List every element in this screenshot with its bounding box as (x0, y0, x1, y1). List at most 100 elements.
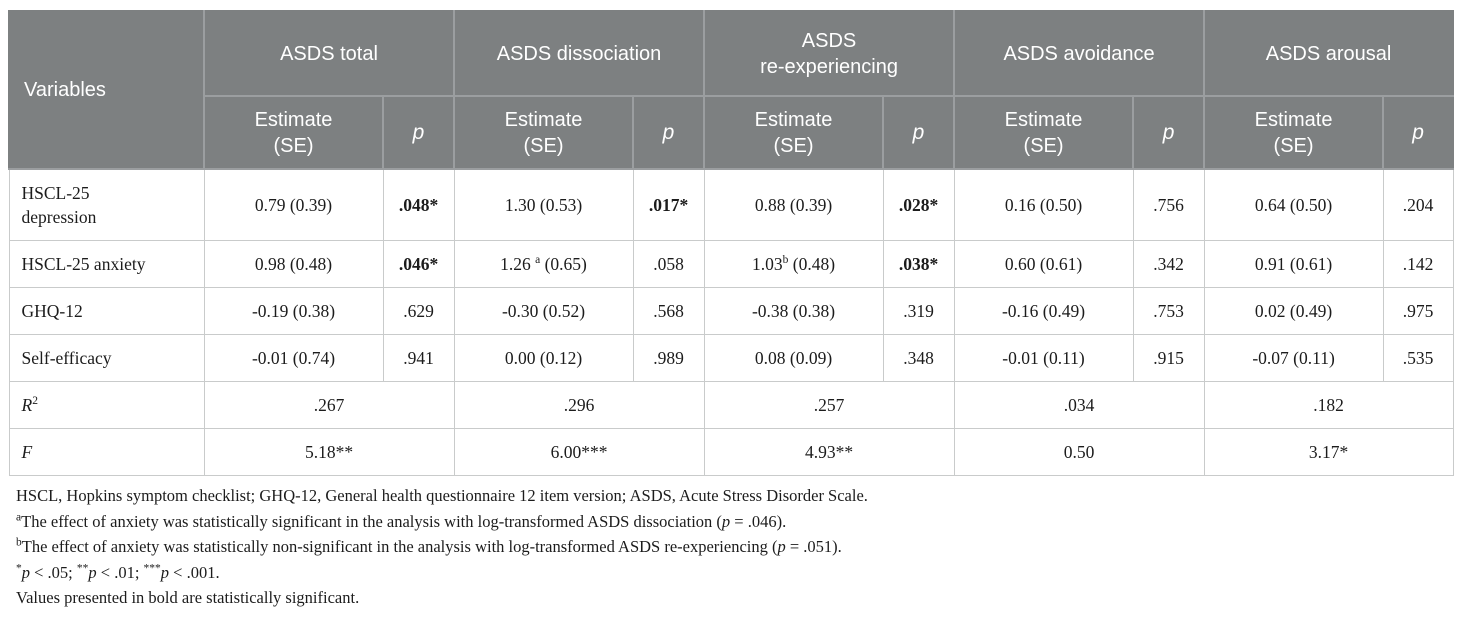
text-segment: (0.48) (788, 254, 836, 274)
regression-results-table: Variables ASDS total ASDS dissociation A… (8, 10, 1455, 476)
text-segment: -0.01 (0.11) (1002, 348, 1085, 368)
footnote-line: HSCL, Hopkins symptom checklist; GHQ-12,… (16, 483, 1444, 509)
variable-cell: HSCL-25 anxiety (8, 240, 205, 288)
text-segment: 0.88 (0.39) (754, 195, 833, 215)
p-value-cell: .756 (1132, 168, 1205, 241)
summary-label: F (21, 442, 33, 462)
text-segment: 0.02 (0.49) (1254, 301, 1333, 321)
summary-value-cell: 4.93** (703, 428, 955, 476)
p-value-cell: .058 (632, 240, 705, 288)
text-segment: 1.03 (752, 254, 783, 274)
group-header-asds-dissociation: ASDS dissociation (453, 10, 706, 97)
summary-value-cell: .034 (953, 381, 1205, 429)
text-segment: 0.64 (0.50) (1254, 195, 1333, 215)
text-segment: 0.91 (0.61) (1254, 254, 1333, 274)
estimate-se-header: Estimate (SE) (203, 95, 384, 170)
header-sub-row: Estimate (SE) p Estimate (SE) p Estimate… (9, 95, 1455, 170)
p-header: p (1132, 95, 1206, 170)
superscript-marker: ** (76, 562, 89, 574)
footnote-line: aThe effect of anxiety was statistically… (16, 509, 1444, 535)
text-segment: < .01; (96, 562, 144, 582)
summary-value-cell: 0.50 (953, 428, 1205, 476)
text-segment: 0.79 (0.39) (254, 195, 333, 215)
header-group-row: Variables ASDS total ASDS dissociation A… (8, 10, 1455, 170)
summary-label-cell: F (8, 428, 205, 476)
footnote-line: Values presented in bold are statistical… (16, 585, 1444, 611)
text-segment: 0.16 (0.50) (1004, 195, 1083, 215)
estimate-se-header: Estimate (SE) (703, 95, 885, 170)
superscript-marker: b (782, 254, 789, 267)
superscript-marker: 2 (32, 395, 38, 408)
text-segment: 0.08 (0.09) (754, 348, 833, 368)
summary-value-cell: .182 (1203, 381, 1454, 429)
footnote-line: *p < .05; **p < .01; ***p < .001. (16, 560, 1444, 586)
summary-value-cell: .257 (703, 381, 955, 429)
text-segment: 1.30 (0.53) (504, 195, 583, 215)
text-segment: = .051). (785, 537, 842, 556)
estimate-cell: -0.07 (0.11) (1203, 334, 1384, 382)
summary-value-cell: 5.18** (203, 428, 455, 476)
estimate-cell: -0.38 (0.38) (703, 287, 884, 335)
estimate-cell: 0.91 (0.61) (1203, 240, 1384, 288)
estimate-cell: -0.01 (0.11) (953, 334, 1134, 382)
table-row: HSCL-25 depression 0.79 (0.39) .048* 1.30 (… (8, 168, 1454, 241)
p-value-cell: .348 (882, 334, 955, 382)
text-segment: 0.98 (0.48) (254, 254, 333, 274)
text-segment: (0.65) (540, 254, 587, 274)
text-segment: -0.07 (0.11) (1252, 348, 1335, 368)
summary-value-cell: 3.17* (1203, 428, 1454, 476)
p-value-cell: .048* (382, 168, 455, 241)
text-segment: HSCL, Hopkins symptom checklist; GHQ-12,… (16, 486, 868, 505)
variable-cell: GHQ-12 (8, 287, 205, 335)
p-value-cell: .142 (1382, 240, 1454, 288)
estimate-se-header: Estimate (SE) (953, 95, 1135, 170)
p-header: p (1382, 95, 1455, 170)
italic-text: p (21, 562, 30, 582)
p-value-cell: .204 (1382, 168, 1454, 241)
estimate-cell: 1.30 (0.53) (453, 168, 634, 241)
superscript-marker: * (16, 562, 22, 574)
group-header-asds-arousal: ASDS arousal (1203, 10, 1455, 97)
italic-text: p (721, 511, 731, 531)
superscript-marker: a (16, 511, 22, 523)
p-header: p (882, 95, 956, 170)
p-value-cell: .038* (882, 240, 955, 288)
estimate-cell: 1.26 a (0.65) (453, 240, 634, 288)
estimate-cell: -0.30 (0.52) (453, 287, 634, 335)
text-segment: -0.30 (0.52) (501, 301, 586, 321)
table-footnotes: HSCL, Hopkins symptom checklist; GHQ-12,… (8, 476, 1452, 611)
text-segment: < .05; (30, 562, 77, 582)
summary-row: R2.267.296.257.034.182 (8, 381, 1454, 429)
text-segment: = .046). (730, 511, 787, 531)
text-segment: 0.00 (0.12) (504, 348, 583, 368)
p-value-cell: .535 (1382, 334, 1454, 382)
group-header-asds-re-experiencing: ASDS re-experiencing (703, 10, 956, 97)
estimate-se-header: Estimate (SE) (453, 95, 635, 170)
estimate-cell: 0.02 (0.49) (1203, 287, 1384, 335)
p-value-cell: .017* (632, 168, 705, 241)
table-row: Self-efficacy -0.01 (0.74) .941 0.00 (0.12)… (8, 334, 1454, 382)
estimate-cell: 0.64 (0.50) (1203, 168, 1384, 241)
text-segment: 1.26 (500, 254, 536, 274)
italic-text: p (777, 537, 786, 556)
p-value-cell: .915 (1132, 334, 1205, 382)
estimate-cell: 0.88 (0.39) (703, 168, 884, 241)
text-segment: -0.01 (0.74) (251, 348, 336, 368)
summary-value-cell: .296 (453, 381, 705, 429)
p-value-cell: .568 (632, 287, 705, 335)
text-segment: 0.60 (0.61) (1004, 254, 1083, 274)
summary-row: F 5.18** 6.00*** 4.93** 0.50 3.17* (8, 428, 1454, 476)
estimate-cell: 1.03b (0.48) (703, 240, 884, 288)
footnote-line: bThe effect of anxiety was statistically… (16, 534, 1444, 560)
estimate-cell: 0.08 (0.09) (703, 334, 884, 382)
text-segment: -0.38 (0.38) (751, 301, 836, 321)
summary-value-cell: .267 (203, 381, 455, 429)
text-segment: -0.19 (0.38) (251, 301, 336, 321)
italic-text: p (88, 562, 97, 582)
summary-label-cell: R2 (8, 381, 205, 429)
table-body: HSCL-25 depression 0.79 (0.39) .048* 1.30 (… (8, 168, 1454, 476)
italic-text: p (160, 562, 170, 582)
text-segment: The effect of anxiety was statistically … (21, 537, 778, 556)
superscript-marker: a (535, 254, 541, 267)
